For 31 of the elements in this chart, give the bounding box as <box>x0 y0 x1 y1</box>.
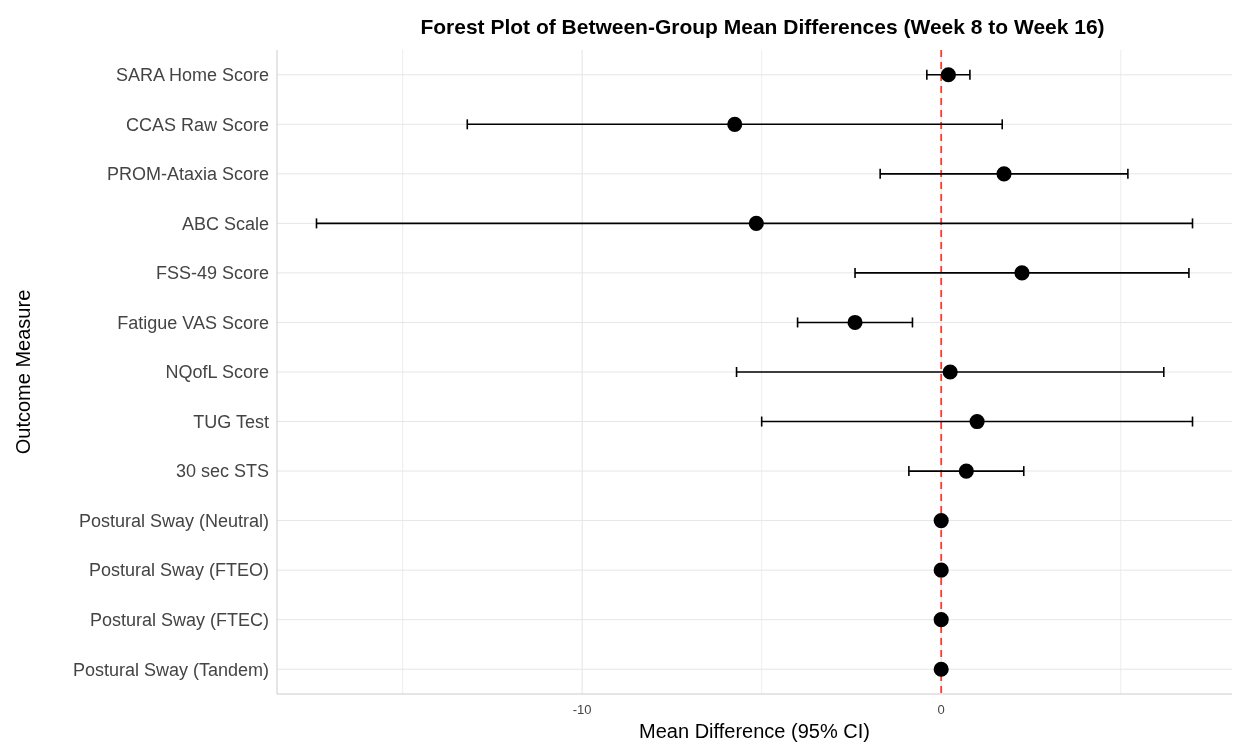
x-tick-label: -10 <box>572 702 592 717</box>
y-tick-label: Fatigue VAS Score <box>117 312 269 333</box>
y-tick-label: TUG Test <box>193 411 269 432</box>
point <box>847 314 863 331</box>
y-tick-label: NQofL Score <box>165 362 269 383</box>
point <box>933 562 949 578</box>
point <box>933 661 949 677</box>
y-tick-label: FSS-49 Score <box>155 263 269 284</box>
point <box>1014 265 1030 281</box>
x-tick-label: 0 <box>937 702 945 717</box>
y-tick-label: 30 sec STS <box>175 461 269 482</box>
point <box>996 166 1012 182</box>
point <box>727 116 743 132</box>
y-tick-label: PROM-Ataxia Score <box>106 164 269 185</box>
y-tick-label: CCAS Raw Score <box>125 114 269 135</box>
point <box>940 67 956 83</box>
y-tick-label: Postural Sway (FTEC) <box>89 609 269 630</box>
y-tick-label: SARA Home Score <box>115 65 269 86</box>
y-tick-label: Postural Sway (Tandem) <box>72 659 269 680</box>
y-tick-label: Postural Sway (Neutral) <box>78 510 269 531</box>
x-axis-title: Mean Difference (95% CI) <box>639 720 870 742</box>
point <box>942 364 958 380</box>
point <box>969 413 985 430</box>
point <box>748 215 764 231</box>
chart-title: Forest Plot of Between-Group Mean Differences (Week 8 to Week 16) <box>420 15 1105 38</box>
point <box>933 513 949 529</box>
point <box>958 463 974 479</box>
y-axis-title: Outcome Measure <box>12 289 34 455</box>
y-tick-label: Postural Sway (FTEO) <box>88 560 269 581</box>
point <box>933 612 949 628</box>
y-tick-label: ABC Scale <box>181 213 269 234</box>
